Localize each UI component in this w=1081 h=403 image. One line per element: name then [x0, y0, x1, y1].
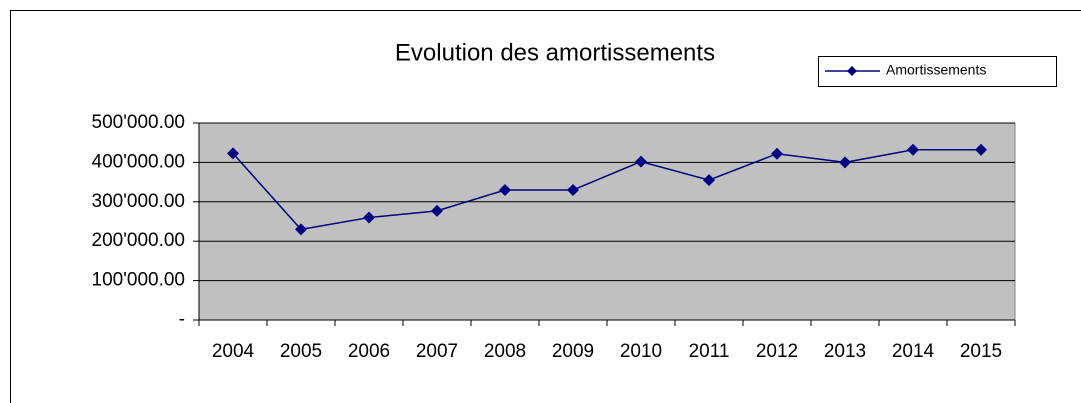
marker [975, 143, 987, 156]
marker [227, 147, 239, 160]
x-tick-label: 2008 [484, 341, 526, 362]
marker [907, 143, 919, 156]
chart-title: Evolution des amortissements [395, 39, 715, 66]
legend-marker [847, 66, 857, 76]
x-tick-label: 2010 [620, 341, 662, 362]
y-tick-label: - [179, 309, 185, 330]
x-tick-label: 2005 [280, 341, 322, 362]
x-tick-label: 2012 [756, 341, 798, 362]
series-line [232, 149, 981, 231]
marker [431, 204, 443, 217]
marker [839, 156, 851, 169]
x-tick-label: 2013 [824, 341, 866, 362]
marker [499, 183, 511, 196]
y-tick-label: 200'000.00 [92, 230, 185, 251]
x-tick-label: 2007 [416, 341, 458, 362]
marker [567, 183, 579, 196]
y-tick-label: 400'000.00 [92, 151, 185, 172]
marker [635, 155, 647, 168]
x-tick-label: 2006 [348, 341, 390, 362]
x-tick-label: 2015 [960, 341, 1002, 362]
y-tick-label: 500'000.00 [92, 112, 185, 133]
legend-label: Amortissements [886, 62, 986, 78]
marker [703, 174, 715, 187]
x-tick-label: 2004 [212, 341, 255, 362]
marker [363, 211, 375, 224]
marker [771, 147, 783, 160]
x-tick-label: 2011 [689, 341, 730, 362]
plot-area [198, 122, 1016, 321]
x-tick-label: 2009 [552, 341, 594, 362]
y-tick-label: 300'000.00 [92, 191, 185, 212]
marker [295, 223, 307, 236]
y-tick-label: 100'000.00 [92, 270, 185, 291]
x-tick-label: 2014 [892, 341, 935, 362]
